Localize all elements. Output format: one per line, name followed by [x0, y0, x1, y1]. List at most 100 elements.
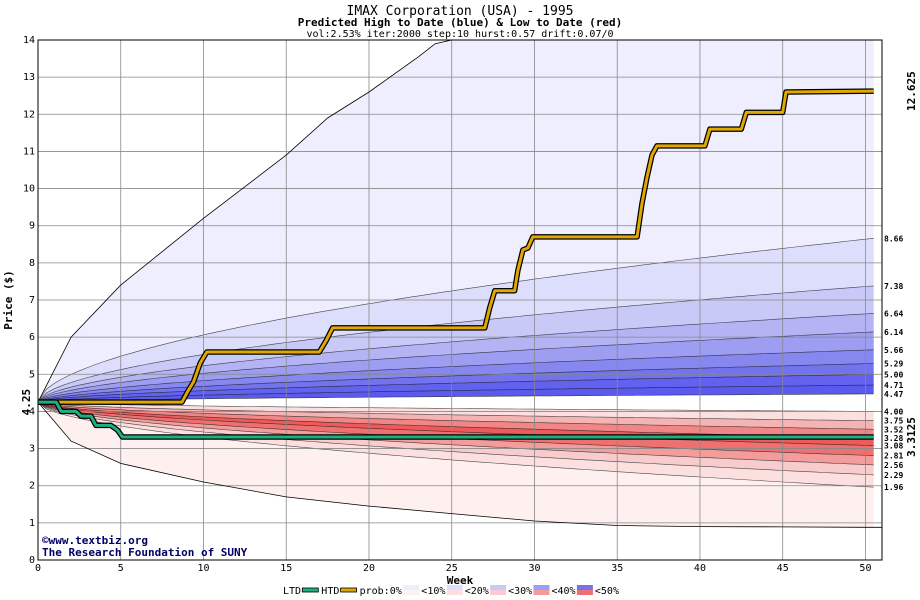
credit-url: ©www.textbiz.org	[42, 534, 148, 547]
x-tick-label: 20	[363, 563, 375, 574]
band-blue	[38, 374, 874, 403]
band-blue	[38, 313, 874, 403]
band-red-outer	[38, 402, 874, 528]
right-value-label: 5.66	[884, 346, 903, 355]
probability-contours	[37, 238, 874, 488]
y-tick-label: 10	[23, 184, 35, 195]
envelope-lines	[37, 39, 882, 528]
x-axis-ticks: 0 5 10 15 20 25 30 35 40 45 50	[35, 563, 871, 574]
legend-swatch-blue	[533, 585, 550, 590]
y-tick-label: 5	[29, 369, 35, 380]
legend-swatch-red	[533, 590, 550, 595]
x-tick-label: 50	[859, 563, 871, 574]
band-blue-outer	[38, 40, 874, 403]
contour-line	[37, 401, 874, 488]
legend-swatch-red	[576, 590, 593, 595]
contour-line	[37, 384, 874, 403]
contour-line	[37, 401, 874, 430]
legend-label: HTD	[321, 586, 339, 597]
right-value-label: 5.00	[884, 370, 903, 379]
y-tick-label: 9	[29, 221, 35, 232]
series-htd-line	[38, 89, 874, 404]
right-value-label: 4.71	[884, 381, 903, 390]
contour-line	[37, 401, 874, 466]
final-low-label: 3.3125	[905, 417, 918, 457]
band-blue	[38, 385, 874, 403]
right-value-label: 2.29	[884, 471, 903, 480]
legend-swatch-blue	[403, 585, 420, 590]
y-tick-label: 6	[29, 332, 35, 343]
right-value-label: 2.56	[884, 461, 903, 470]
x-tick-label: 10	[197, 563, 209, 574]
series-layer	[38, 88, 874, 440]
right-value-label: 7.38	[884, 282, 903, 291]
band-middle	[38, 394, 874, 412]
envelope-high-line	[37, 39, 452, 403]
band-blue	[38, 331, 874, 403]
x-tick-label: 25	[446, 563, 458, 574]
legend-swatch-blue	[490, 585, 507, 590]
legend-swatch-htd	[340, 587, 358, 593]
band-blue	[38, 238, 874, 403]
chart-subtitle: Predicted High to Date (blue) & Low to D…	[298, 16, 623, 29]
plot-area	[37, 39, 883, 561]
chart-params: vol:2.53% iter:2000 step:10 hurst:0.57 d…	[306, 29, 613, 40]
right-value-label: 4.00	[884, 407, 903, 416]
y-tick-label: 7	[29, 295, 35, 306]
right-value-labels: 8.66 7.38 6.64 6.14 5.66 5.295.00 4.714.47 4.00…	[884, 234, 903, 492]
right-value-label: 4.47	[884, 390, 903, 399]
y-tick-label: 1	[29, 518, 35, 529]
y-tick-label: 8	[29, 258, 35, 269]
legend-swatch-ltd	[301, 587, 319, 593]
legend-label: <50%	[595, 586, 619, 597]
series-ltd-line	[38, 400, 874, 439]
y-tick-label: 0	[29, 555, 35, 566]
final-high-label: 12.625	[905, 71, 918, 111]
y-tick-label: 3	[29, 444, 35, 455]
band-red	[38, 402, 874, 456]
y-axis-label: Price ($)	[2, 270, 15, 330]
contour-line	[37, 313, 874, 403]
legend-swatch-red	[446, 590, 463, 595]
band-blue	[38, 349, 874, 403]
legend-swatch-red	[403, 590, 420, 595]
right-value-label: 5.29	[884, 360, 903, 369]
legend-swatch-blue	[576, 585, 593, 590]
band-red	[38, 402, 874, 475]
right-value-label: 3.08	[884, 442, 903, 451]
y-tick-label: 14	[23, 35, 35, 46]
x-tick-label: 40	[694, 563, 706, 574]
y-tick-label: 13	[23, 72, 35, 83]
legend: LTD HTD prob:0% <10% <20% <30% <40% <50%	[283, 585, 619, 597]
contour-line	[37, 401, 874, 476]
right-value-label: 3.75	[884, 417, 903, 426]
right-value-label: 2.81	[884, 452, 903, 461]
x-axis-label: Week	[447, 574, 474, 587]
x-tick-label: 45	[777, 563, 789, 574]
contour-line	[37, 238, 874, 403]
band-blue	[38, 285, 874, 403]
chart-title: IMAX Corporation (USA) - 1995	[347, 4, 574, 19]
envelope-low-line	[37, 401, 882, 528]
right-value-label: 6.14	[884, 328, 903, 337]
band-red	[38, 402, 874, 465]
legend-label: prob:0%	[360, 586, 402, 597]
legend-label: <20%	[465, 586, 489, 597]
y-tick-label: 12	[23, 109, 35, 120]
y-tick-label: 11	[23, 146, 35, 157]
contour-line	[37, 285, 874, 403]
x-tick-label: 15	[280, 563, 292, 574]
band-red	[38, 402, 874, 439]
start-price-label: 4.25	[20, 389, 33, 416]
right-value-label: 3.28	[884, 434, 903, 443]
contour-line	[37, 374, 874, 403]
legend-swatch-red	[490, 590, 507, 595]
y-tick-label: 4	[29, 406, 35, 417]
legend-label: <10%	[421, 586, 445, 597]
y-tick-label: 2	[29, 481, 35, 492]
contour-line	[37, 331, 874, 403]
legend-label: <30%	[508, 586, 532, 597]
x-tick-label: 35	[611, 563, 623, 574]
